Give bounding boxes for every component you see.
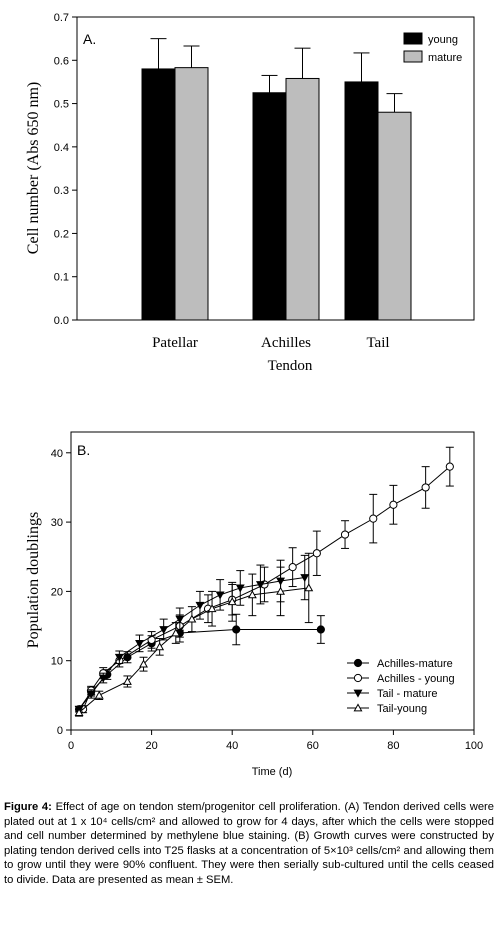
panel-b-legend: Achilles-mature Achilles - young Tail - ma… (347, 658, 455, 715)
data-point (255, 581, 265, 590)
figure-caption: Figure 4: Effect of age on tendon stem/p… (4, 800, 494, 888)
x-tick-label: 60 (307, 740, 319, 752)
legend-marker-Achilles - young (353, 673, 363, 683)
data-point (86, 690, 96, 699)
x-tick-label: 80 (387, 740, 399, 752)
category-label-Patellar: Patellar (152, 335, 198, 351)
legend-label-Achilles-mature: Achilles-mature (377, 658, 453, 670)
legend-label-young: young (428, 34, 458, 46)
legend-label-Tail-young: Tail-young (377, 703, 427, 715)
data-point (159, 626, 169, 635)
data-point (215, 591, 225, 600)
y-tick-label: 30 (51, 517, 63, 529)
data-point (155, 642, 165, 651)
data-point (94, 690, 104, 699)
data-point (312, 549, 321, 558)
panel-a-bars (141, 38, 412, 321)
data-point (227, 597, 237, 606)
panel-a-label: A. (83, 31, 96, 47)
panel-b-x-axis-title: Time (d) (252, 766, 293, 778)
panel-b-series (74, 446, 454, 717)
y-tick-label: 40 (51, 448, 63, 460)
data-point (175, 615, 185, 624)
category-label-Achilles: Achilles (261, 335, 311, 351)
data-point (340, 530, 350, 539)
series-Achilles-mature (74, 613, 325, 714)
data-point (122, 676, 132, 685)
bar-mature-Achilles (285, 77, 320, 321)
data-point (316, 625, 325, 634)
y-tick-label: 0.1 (54, 272, 69, 284)
bar-young-Patellar (141, 68, 176, 321)
legend-label-Achilles - young: Achilles - young (377, 673, 455, 685)
panel-a-y-axis-title: Cell number (Abs 650 nm) (25, 82, 42, 254)
legend-marker-Tail - mature (353, 689, 363, 698)
y-tick-label: 20 (51, 586, 63, 598)
bar-young-Achilles (252, 92, 287, 321)
x-tick-label: 20 (145, 740, 157, 752)
data-point (300, 574, 310, 583)
y-tick-label: 0 (57, 725, 63, 737)
panel-a-bar-chart: A. 0.0 0.1 0.2 0.3 0.4 0.5 0.6 0.7 Patellar Achi… (25, 12, 475, 374)
data-point (235, 584, 245, 593)
series-line (78, 587, 309, 714)
legend-marker-Achilles-mature (353, 658, 363, 668)
panel-b-axes: 0 20 40 60 80 100 0 10 20 30 40 (51, 448, 483, 752)
data-point (421, 483, 430, 492)
panel-a-x-axis-title: Tendon (268, 358, 313, 374)
data-point (171, 628, 181, 637)
data-point (98, 674, 108, 683)
series-Tail-young (74, 552, 314, 717)
data-point (304, 583, 314, 592)
data-point (389, 500, 398, 509)
bar-mature-Patellar (174, 67, 209, 321)
y-tick-label: 0.0 (54, 315, 69, 327)
data-point (276, 586, 286, 595)
panel-b-line-chart: B. 0 20 40 60 80 100 0 10 20 30 40 Time (d) Popula… (25, 431, 483, 778)
figure-caption-text: Effect of age on tendon stem/progenitor … (4, 801, 495, 886)
series-line (78, 629, 321, 710)
panel-a-y-axis: 0.0 0.1 0.2 0.3 0.4 0.5 0.6 0.7 (54, 12, 77, 327)
legend-swatch-young (403, 32, 423, 45)
data-point (232, 625, 241, 634)
data-point (288, 563, 297, 572)
data-point (445, 462, 454, 471)
data-point (139, 659, 148, 668)
legend-label-mature: mature (428, 52, 462, 64)
legend-swatch-mature (403, 50, 423, 63)
panel-a-x-axis: Patellar Achilles Tail (152, 335, 389, 351)
x-tick-label: 100 (465, 740, 483, 752)
series-line (78, 577, 305, 710)
category-label-Tail: Tail (366, 335, 389, 351)
x-tick-label: 40 (226, 740, 238, 752)
bar-mature-Tail (377, 111, 412, 321)
figure-caption-label: Figure 4: (4, 801, 52, 813)
panel-b-label: B. (77, 442, 90, 458)
data-point (247, 590, 257, 599)
figure-canvas: A. 0.0 0.1 0.2 0.3 0.4 0.5 0.6 0.7 Patellar Achi… (25, 12, 483, 778)
data-point (135, 639, 144, 649)
data-point (195, 601, 205, 610)
legend-label-Tail - mature: Tail - mature (377, 688, 438, 700)
y-tick-label: 0.5 (54, 99, 69, 111)
data-point (187, 614, 197, 623)
panel-b-y-axis-title: Population doublings (25, 512, 42, 648)
x-tick-label: 0 (68, 740, 74, 752)
data-point (369, 514, 378, 523)
y-tick-label: 0.3 (54, 185, 69, 197)
y-tick-label: 0.2 (54, 228, 69, 240)
y-tick-label: 0.7 (54, 12, 69, 24)
bar-young-Tail (344, 81, 379, 321)
panel-a-legend: young mature (403, 32, 462, 64)
y-tick-label: 0.6 (54, 55, 69, 67)
panel-b-plot-frame (70, 431, 475, 731)
y-tick-label: 10 (51, 656, 63, 668)
y-tick-label: 0.4 (54, 142, 69, 154)
data-point (207, 604, 217, 613)
data-point (114, 653, 124, 662)
data-point (74, 708, 84, 717)
legend-marker-Tail-young (353, 703, 363, 712)
